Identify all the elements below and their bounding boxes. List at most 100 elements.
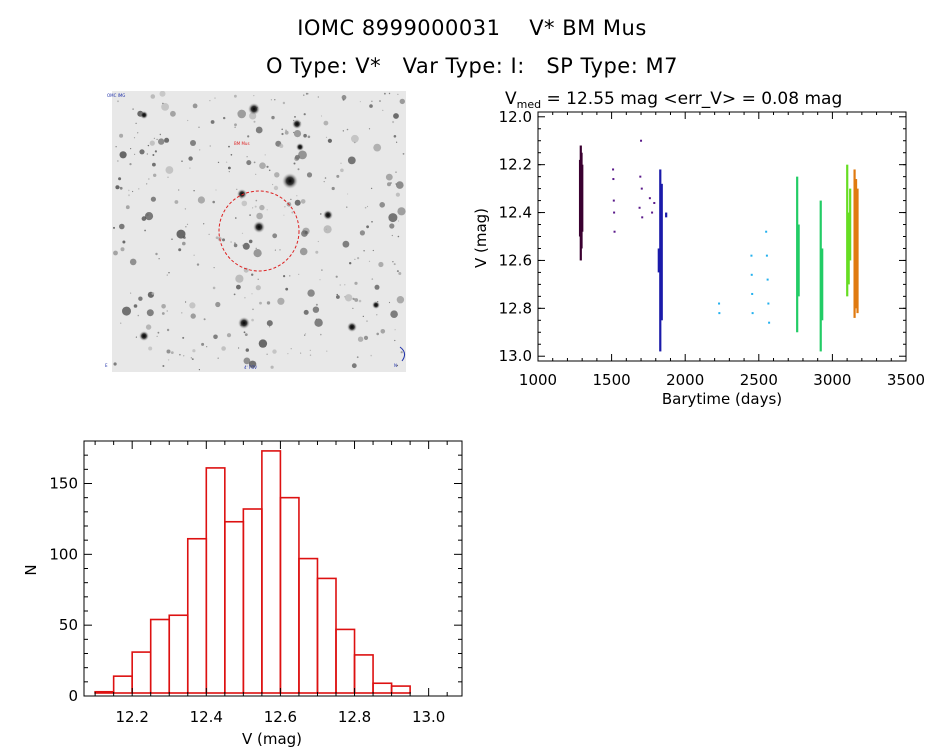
sky-star (352, 297, 355, 301)
sky-star (125, 205, 130, 210)
target-circle (218, 190, 300, 272)
sky-star (146, 213, 149, 217)
hist-ylabel: N (22, 564, 40, 575)
hist-bar (242, 508, 263, 694)
sky-star (395, 171, 397, 173)
sky-star (153, 137, 155, 139)
lc-point (767, 302, 770, 305)
lc-point-cluster (847, 212, 850, 285)
lc-point-cluster (581, 164, 584, 232)
sky-star (246, 160, 252, 166)
sky-star (159, 91, 166, 97)
star-field (113, 91, 406, 371)
lc-point (648, 197, 651, 200)
lc-point-cluster (578, 159, 582, 237)
lc-point (651, 211, 654, 214)
sky-corner-label: OMC IMG (107, 93, 125, 98)
sky-star (213, 267, 215, 269)
sky-star (359, 101, 361, 103)
lc-point (768, 321, 771, 324)
sky-star (273, 185, 279, 191)
sky-star (366, 320, 368, 322)
sky-star (253, 249, 262, 258)
sky-star (242, 242, 250, 250)
sky-star (150, 196, 156, 202)
sky-star (344, 294, 353, 302)
hist-bars (94, 450, 411, 694)
hist-bar (279, 496, 300, 694)
sky-star (147, 144, 150, 147)
sky-star (378, 261, 384, 268)
sky-star (134, 153, 136, 155)
sky-star (266, 165, 269, 168)
sky-star (158, 258, 160, 260)
sky-star (320, 213, 322, 215)
sky-star (380, 329, 386, 334)
lc-point (765, 230, 768, 233)
sky-star (283, 275, 286, 278)
sky-star (122, 240, 126, 244)
sky-star (233, 243, 238, 248)
lc-point (612, 199, 615, 202)
sky-star (371, 278, 374, 280)
sky-star (209, 145, 211, 147)
sky-star (144, 229, 146, 232)
sky-star (274, 99, 276, 101)
sky-star (241, 232, 244, 234)
sky-star (137, 132, 139, 134)
sky-star (178, 189, 180, 191)
sky-star (304, 334, 306, 336)
sky-star (314, 318, 323, 327)
sky-star (277, 297, 285, 305)
sky-star (291, 211, 294, 214)
sky-star (392, 261, 394, 263)
sky-star (392, 120, 395, 124)
sky-star (245, 348, 249, 352)
sky-star (228, 145, 230, 148)
sky-star (193, 254, 195, 256)
sky-star (363, 250, 365, 252)
sky-star (354, 281, 358, 285)
sky-star (285, 287, 289, 291)
sky-star (141, 216, 147, 221)
hist-plot-frame (83, 440, 463, 697)
sky-star (156, 138, 158, 141)
lc-ytick-label: 12.2 (499, 156, 532, 174)
sky-star (370, 187, 373, 190)
sky-star (397, 93, 399, 95)
sky-star (167, 359, 170, 361)
sky-star (179, 353, 181, 356)
sky-star (266, 353, 268, 355)
sky-star (182, 336, 185, 339)
sky-star (168, 272, 170, 274)
sky-star (113, 250, 118, 256)
lc-point-cluster (660, 183, 663, 321)
sky-star (212, 286, 216, 290)
sky-star (166, 349, 171, 354)
sky-star (342, 240, 350, 248)
sky-star (368, 260, 371, 262)
lc-point-cluster (849, 188, 852, 261)
lc-ytick-label: 12.8 (499, 299, 532, 317)
sky-star (393, 135, 397, 138)
sky-star (171, 238, 173, 240)
sky-star (364, 206, 367, 209)
sky-star (146, 309, 154, 317)
sky-star (193, 190, 195, 192)
hist-bar (168, 614, 189, 694)
hist-xtick-label: 13.0 (412, 708, 445, 726)
hist-bar (149, 618, 171, 694)
sky-star (285, 129, 287, 131)
sky-star (382, 109, 384, 111)
sky-star (307, 135, 311, 139)
sky-star (238, 347, 240, 349)
sky-star (241, 200, 248, 207)
sky-star (257, 278, 259, 280)
sky-star (270, 99, 272, 101)
sky-star (321, 269, 323, 271)
sky-star (396, 141, 398, 143)
sky-star (153, 173, 157, 177)
sky-star (376, 332, 380, 336)
lc-point-cluster (856, 188, 859, 314)
